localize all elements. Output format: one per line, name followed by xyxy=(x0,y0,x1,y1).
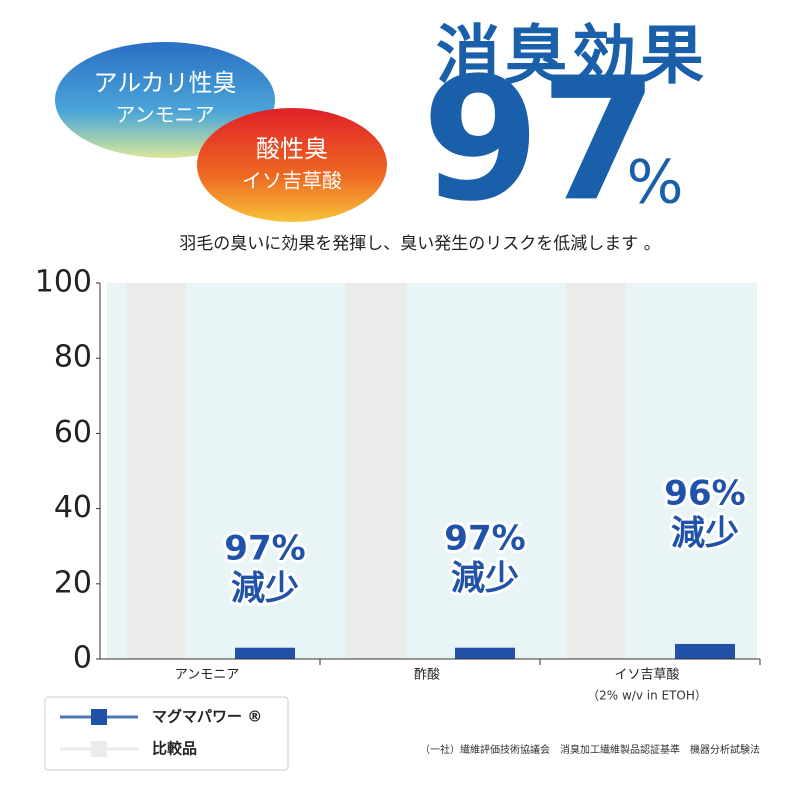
bar xyxy=(235,647,295,659)
bar xyxy=(126,283,186,659)
legend-label: 比較品 xyxy=(152,740,197,758)
y-tick-label: 40 xyxy=(54,490,92,525)
badge-subtitle: アンモニア xyxy=(115,103,214,127)
chart-title: 消臭効果 xyxy=(436,20,708,94)
x-tick-label: 酢酸 xyxy=(414,668,440,683)
bar xyxy=(675,643,735,659)
x-tick-label: イソ吉草酸 xyxy=(614,668,679,683)
annotation: 減少 xyxy=(451,559,519,599)
x-tick-note: （2% w/v in ETOH） xyxy=(587,689,707,703)
y-tick-label: 20 xyxy=(54,565,92,600)
y-tick-label: 60 xyxy=(54,415,92,450)
legend-swatch xyxy=(91,709,107,725)
annotation: 減少 xyxy=(671,514,739,554)
bar xyxy=(346,283,406,659)
footnote: （一社）繊維評価技術協議会 消臭加工繊維製品認証基準 機器分析試験法 xyxy=(420,743,760,756)
headline-value: 97 xyxy=(422,41,659,239)
badge-title: 酸性臭 xyxy=(256,135,328,163)
annotation: 96% xyxy=(664,474,745,514)
y-tick-label: 100 xyxy=(35,265,92,300)
annotation: 減少 xyxy=(231,569,299,609)
annotation: 97% xyxy=(224,529,305,569)
badge-subtitle: イソ吉草酸 xyxy=(242,169,342,193)
badge xyxy=(197,108,387,222)
legend-swatch xyxy=(91,741,107,757)
headline-unit: % xyxy=(626,148,683,218)
badge-title: アルカリ性臭 xyxy=(93,69,236,97)
annotation: 97% xyxy=(444,519,525,559)
bar xyxy=(455,647,515,659)
plot-background xyxy=(107,283,757,659)
y-tick-label: 0 xyxy=(73,641,92,676)
bar xyxy=(566,283,626,659)
legend-label: マグマパワー ® xyxy=(152,708,262,726)
y-tick-label: 80 xyxy=(54,340,92,375)
x-tick-label: アンモニア xyxy=(175,668,239,683)
chart-subtitle: 羽毛の臭いに効果を発揮し、臭い発生のリスクを低減します 。 xyxy=(179,234,660,254)
